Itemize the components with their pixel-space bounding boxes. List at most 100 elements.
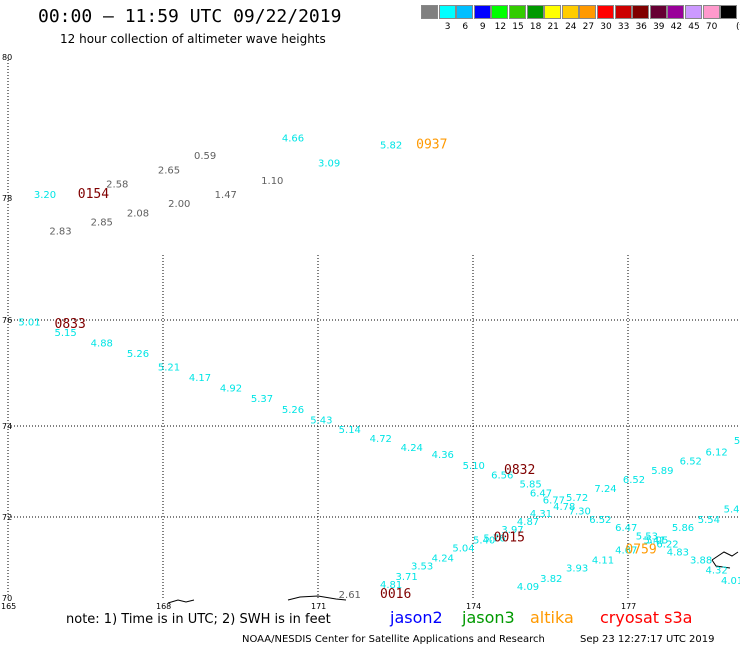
coastline <box>287 595 347 601</box>
legend-swatch-label: 18 <box>529 22 542 32</box>
pass-time-label: 0016 <box>380 587 411 602</box>
footer-timestamp: Sep 23 12:27:17 UTC 2019 <box>580 634 715 645</box>
satellite-legend-altika: altika <box>530 608 574 627</box>
legend-swatch-label: 42 <box>670 22 683 32</box>
legend-swatch-label: 24 <box>565 22 577 32</box>
pass-time-label: 0759 <box>625 542 656 557</box>
swh-label: 3.88 <box>690 556 712 567</box>
legend-swatch <box>579 5 597 19</box>
satellite-legend-jason2: jason2 <box>390 608 443 627</box>
legend-swatch-label: 6 <box>462 22 469 32</box>
lat-tick-label: 74 <box>2 422 12 431</box>
swh-label: 2.85 <box>91 217 113 228</box>
legend-swatch-label: 70 <box>705 22 718 32</box>
legend-swatch-label: 15 <box>512 22 524 32</box>
satellite-legend-jason3: jason3 <box>462 608 515 627</box>
swh-label: 4.17 <box>189 373 211 384</box>
swh-label: 4.81 <box>380 580 402 591</box>
swh-label: 4.32 <box>706 566 728 577</box>
swh-label: 5.72 <box>566 493 588 504</box>
swh-label: 6.56 <box>491 470 513 481</box>
swh-label: 5.21 <box>158 362 180 373</box>
legend-swatch <box>561 5 579 19</box>
swh-label: 3.97 <box>501 525 523 536</box>
legend-swatch <box>649 5 667 19</box>
swh-label: 6.47 <box>530 489 552 500</box>
swh-label: 5.05 <box>646 535 668 546</box>
legend-swatch-label: 33 <box>617 22 630 32</box>
legend-swatch <box>632 5 650 19</box>
legend-swatch-label: 27 <box>582 22 595 32</box>
legend-swatch <box>720 5 738 19</box>
swh-label: 5.01 <box>18 317 40 328</box>
legend-swatch <box>438 5 456 19</box>
lat-tick-label: 76 <box>2 316 12 325</box>
swh-label: 3.20 <box>34 190 56 201</box>
swh-label: 4.72 <box>370 434 392 445</box>
swh-label: 4.24 <box>432 554 454 565</box>
swh-label: 5.53 <box>636 531 658 542</box>
swh-label: 5.14 <box>339 425 361 436</box>
swh-label: 1.10 <box>261 176 283 187</box>
swh-label: 6.52 <box>680 457 702 468</box>
legend-swatch-label: 3 <box>444 22 451 32</box>
swh-label: 2.00 <box>168 199 190 210</box>
legend-swatch <box>473 5 491 19</box>
legend-unit: (ft) <box>736 22 740 32</box>
satellite-legend-cryosat-s3a: cryosat s3a <box>600 608 693 627</box>
swh-label: 3.09 <box>318 158 340 169</box>
swh-label: 2.08 <box>127 208 149 219</box>
swh-label: 5.48 <box>724 504 740 515</box>
swh-label: 6.52 <box>589 515 611 526</box>
page-title: 00:00 – 11:59 UTC 09/22/2019 <box>38 6 342 27</box>
legend-swatch <box>544 5 562 19</box>
lon-tick-label: 165 <box>1 602 16 611</box>
swh-label: 3.82 <box>540 574 562 585</box>
legend-swatch <box>421 5 438 19</box>
legend-swatch <box>667 5 685 19</box>
note-text: note: 1) Time is in UTC; 2) SWH is in fe… <box>66 612 331 627</box>
swh-label: 5.37 <box>251 394 273 405</box>
swh-label: 4.66 <box>282 134 304 145</box>
swh-label: 4.36 <box>432 450 454 461</box>
swh-label: 4.31 <box>530 509 552 520</box>
swh-label: 5.85 <box>520 479 542 490</box>
legend-swatch <box>509 5 526 19</box>
swh-label: 5.89 <box>651 466 673 477</box>
swh-label: 7.24 <box>594 484 616 495</box>
swh-label: 4.87 <box>517 517 539 528</box>
swh-label: 4.92 <box>220 384 242 395</box>
swh-label: 3.93 <box>566 564 588 575</box>
swh-label: 4.01 <box>721 576 740 587</box>
swh-label: 5.66 <box>734 436 740 447</box>
legend-swatch-label: 39 <box>653 22 665 32</box>
coastline <box>711 551 739 569</box>
swh-label: 1.47 <box>215 190 237 201</box>
swh-label: 3.71 <box>396 572 418 583</box>
pass-time-label: 0015 <box>494 530 525 545</box>
legend-swatch <box>702 5 720 19</box>
lon-tick-label: 168 <box>156 602 171 611</box>
coastline <box>167 599 195 604</box>
swh-label: 5.40 <box>473 535 495 546</box>
swh-label: 6.22 <box>656 539 678 550</box>
swh-label: 2.61 <box>339 590 361 601</box>
swh-label: 0.59 <box>194 151 216 162</box>
legend-swatch-label: 12 <box>494 22 507 32</box>
legend-swatch <box>597 5 614 19</box>
legend-swatch <box>526 5 544 19</box>
swh-label: 4.83 <box>667 547 689 558</box>
swh-label: 2.58 <box>106 179 128 190</box>
swh-label: 7.30 <box>569 507 591 518</box>
pass-time-label: 0154 <box>78 187 109 202</box>
legend-swatch <box>491 5 509 19</box>
footer-credit: NOAA/NESDIS Center for Satellite Applica… <box>242 634 545 645</box>
legend-swatch <box>614 5 632 19</box>
swh-label: 4.88 <box>91 339 113 350</box>
pass-time-label: 0937 <box>416 138 447 153</box>
lat-tick-label: 78 <box>2 194 12 203</box>
swh-label: 6.47 <box>615 523 637 534</box>
swh-label: 5.10 <box>463 461 485 472</box>
swh-label: 4.24 <box>401 443 423 454</box>
